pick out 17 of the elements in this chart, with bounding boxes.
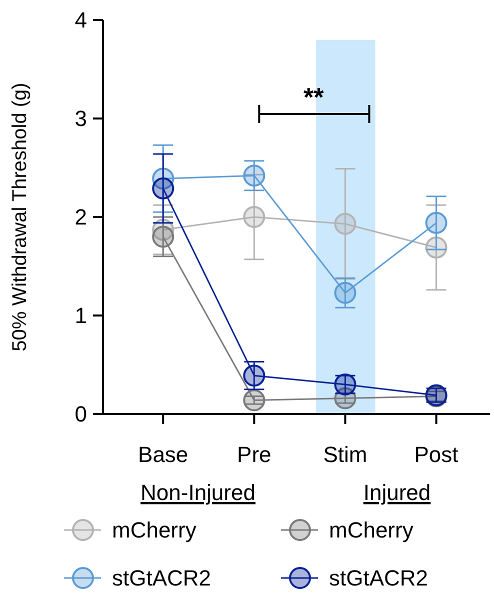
x-tick-label: Stim <box>323 442 368 467</box>
legend-label: stGtACR2 <box>329 566 428 591</box>
y-tick-label: 4 <box>74 8 87 33</box>
y-tick-label: 1 <box>74 303 87 328</box>
y-tick-label: 2 <box>74 204 87 230</box>
x-tick-label: Post <box>414 442 458 467</box>
text: Non-Injured <box>140 480 256 505</box>
y-tick-label: 0 <box>74 402 87 427</box>
x-tick-label: Base <box>138 442 188 467</box>
legend-label: stGtACR2 <box>112 566 212 591</box>
y-axis-title: 50% Withdrawal Threshold (g) <box>9 82 31 352</box>
annotation: ** <box>304 82 325 112</box>
legend-label: mCherry <box>112 518 196 543</box>
legend-label: mCherry <box>329 518 414 543</box>
y-tick-label: 3 <box>74 106 87 132</box>
x-tick-label: Pre <box>237 442 272 467</box>
text: Injured <box>363 480 431 505</box>
